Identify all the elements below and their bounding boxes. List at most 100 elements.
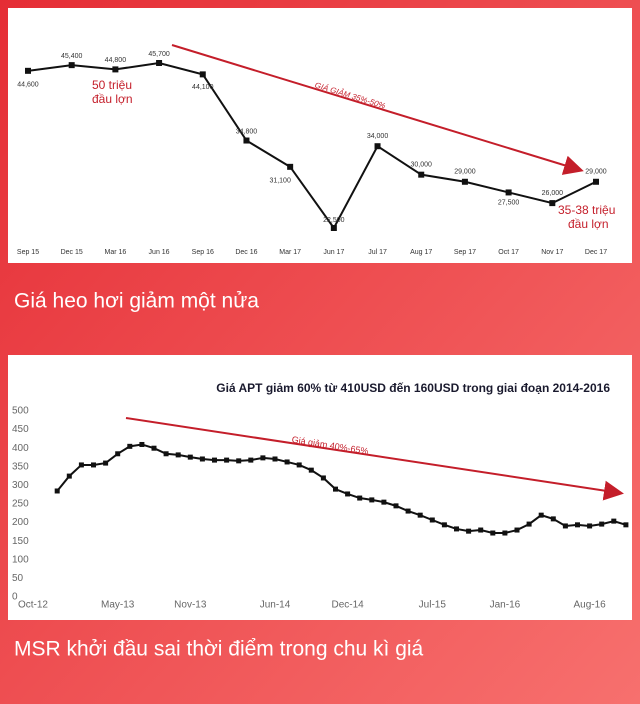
line (27, 61, 597, 230)
x-tick-label: Aug 17 (410, 249, 432, 256)
chart-panel (8, 355, 632, 620)
x-tick-label: Jul-15 (419, 600, 447, 611)
trend-arrow (125, 417, 624, 501)
value-label: 22,500 (323, 217, 345, 224)
marker (454, 526, 459, 532)
marker (212, 457, 217, 463)
marker (369, 497, 375, 503)
x-tick-label: Jun 17 (323, 249, 344, 256)
x-tick-label: Oct 17 (498, 249, 519, 256)
y-tick-label: 450 (12, 424, 29, 435)
chart-panel (8, 8, 632, 263)
marker (611, 518, 617, 524)
value-label: 44,100 (192, 84, 214, 91)
x-tick-label: Dec-14 (331, 600, 364, 611)
marker (357, 495, 363, 501)
value-label: 44,600 (17, 82, 39, 89)
marker (224, 457, 230, 463)
x-tick-label: Dec 15 (61, 249, 83, 256)
x-tick-label: Sep 17 (454, 249, 476, 256)
x-tick-label: Sep 16 (192, 249, 214, 256)
y-tick-label: 200 (12, 517, 29, 528)
y-tick-label: 50 (12, 573, 24, 584)
marker (490, 530, 496, 536)
marker (441, 522, 447, 528)
marker (599, 521, 605, 527)
marker (54, 488, 60, 494)
marker (333, 486, 338, 492)
y-tick-label: 350 (12, 461, 29, 472)
value-label: 34,000 (367, 133, 389, 140)
marker (514, 527, 520, 533)
trend-arrow (171, 44, 584, 175)
marker (248, 457, 254, 463)
y-tick-label: 0 (12, 592, 18, 603)
marker (550, 516, 556, 522)
marker (478, 527, 484, 533)
marker (417, 512, 423, 518)
marker (345, 491, 351, 497)
marker (374, 143, 381, 150)
x-tick-label: Mar 17 (279, 249, 301, 256)
marker (199, 71, 206, 78)
marker (199, 456, 205, 462)
marker (187, 454, 193, 460)
marker (593, 178, 599, 185)
x-tick-label: Jan-16 (490, 600, 521, 611)
marker (308, 467, 314, 473)
x-tick-label: Mar 16 (104, 249, 126, 256)
x-tick-label: Dec 17 (585, 249, 607, 256)
value-label: 31,100 (269, 178, 291, 185)
marker (429, 517, 435, 523)
x-tick-label: May-13 (101, 600, 135, 611)
y-tick-label: 250 (12, 499, 29, 510)
marker (112, 66, 119, 73)
marker (156, 60, 163, 66)
value-label: 45,700 (148, 51, 170, 58)
marker (115, 451, 121, 457)
marker (68, 62, 75, 69)
x-tick-label: Nov-13 (174, 600, 207, 611)
marker (623, 522, 629, 528)
value-label: 27,500 (498, 199, 520, 206)
marker (466, 528, 472, 534)
chart-title: Giá APT giảm 60% từ 410USD đến 160USD tr… (216, 381, 610, 395)
marker (575, 522, 580, 528)
x-tick-label: Aug-16 (573, 600, 606, 611)
annotation: đầu lợn (92, 92, 133, 106)
marker (287, 163, 294, 170)
x-tick-label: Jul 17 (368, 249, 387, 256)
marker (139, 441, 145, 447)
marker (381, 499, 387, 505)
marker (461, 178, 468, 185)
y-tick-label: 150 (12, 536, 29, 547)
marker (78, 462, 84, 468)
marker (405, 508, 411, 514)
marker (163, 451, 169, 457)
y-tick-label: 400 (12, 443, 29, 454)
marker (127, 443, 133, 449)
marker (505, 189, 512, 196)
x-tick-label: Dec 16 (235, 249, 257, 256)
annotation: 50 triệu (92, 78, 132, 92)
y-tick-label: 300 (12, 480, 29, 491)
marker (103, 460, 109, 466)
annotation: 35-38 triệu (558, 203, 615, 217)
marker (175, 452, 181, 458)
marker (538, 512, 544, 518)
value-label: 29,000 (454, 169, 476, 176)
value-label: 26,000 (542, 190, 564, 197)
marker (91, 462, 96, 468)
marker (284, 459, 290, 465)
marker (549, 200, 556, 207)
marker (296, 462, 302, 468)
value-label: 34,800 (236, 128, 258, 135)
marker (562, 523, 568, 529)
marker (526, 521, 532, 527)
marker (393, 503, 399, 509)
marker (320, 475, 326, 481)
y-tick-label: 500 (12, 406, 29, 417)
x-tick-label: Jun 16 (149, 249, 170, 256)
y-tick-label: 100 (12, 554, 29, 565)
